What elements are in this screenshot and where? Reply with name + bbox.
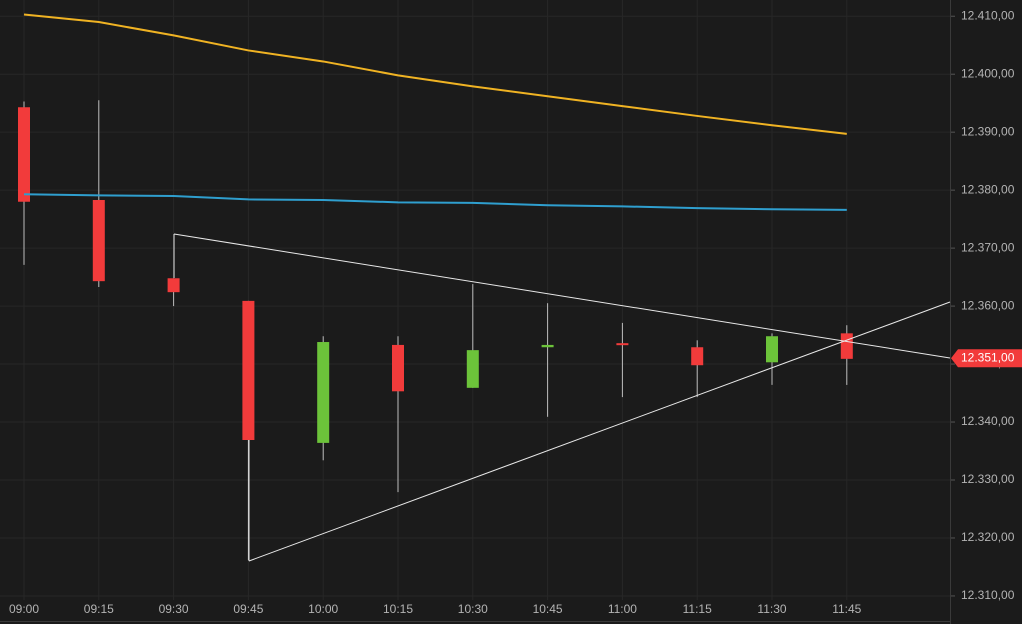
y-tick-label: 12.400,00 [961, 66, 1015, 80]
last-price-label: 12.351,00 [961, 350, 1015, 364]
y-tick-label: 12.390,00 [961, 124, 1015, 138]
x-tick-label: 10:45 [533, 602, 563, 616]
x-tick-label: 11:30 [757, 602, 786, 616]
x-tick-label: 11:45 [832, 602, 861, 616]
x-tick-label: 10:00 [308, 602, 338, 616]
labels: 12.310,00 12.320,00 12.330,00 12.340,00 12.3… [9, 8, 1022, 616]
y-tick-label: 12.370,00 [961, 240, 1015, 254]
x-tick-label: 11:00 [608, 602, 637, 616]
last-price-tag [951, 349, 1022, 368]
moving-average [23, 13, 847, 135]
trendline [173, 233, 951, 359]
candle-body [317, 342, 330, 443]
x-tick-label: 09:30 [159, 602, 189, 616]
trendline [248, 301, 951, 562]
x-tick-label: 09:00 [9, 602, 39, 616]
y-tick-label: 12.330,00 [961, 472, 1015, 486]
y-tick-label: 12.340,00 [961, 414, 1015, 428]
candle-body [92, 200, 105, 282]
candle-body [766, 336, 778, 363]
candle-body [392, 344, 404, 392]
candle-body [691, 347, 704, 366]
candle-body [167, 278, 180, 293]
x-tick-label: 10:30 [458, 602, 488, 616]
moving-average [23, 193, 847, 211]
x-tick-label: 09:15 [84, 602, 114, 616]
x-tick-label: 10:15 [383, 602, 413, 616]
candle-body [242, 300, 255, 440]
x-tick-label: 09:45 [233, 602, 263, 616]
candle-body [18, 107, 30, 202]
y-tick-label: 12.320,00 [961, 530, 1015, 544]
candle-body [616, 343, 629, 346]
y-tick-label: 12.360,00 [961, 298, 1015, 312]
y-tick-label: 12.380,00 [961, 182, 1015, 196]
y-tick-label: 12.410,00 [961, 8, 1015, 22]
candle-body [541, 344, 554, 348]
x-tick-label: 11:15 [683, 602, 712, 616]
y-tick-label: 12.310,00 [961, 588, 1015, 602]
marks [18, 13, 853, 560]
candle-body [840, 333, 853, 359]
candle-body [466, 350, 479, 388]
